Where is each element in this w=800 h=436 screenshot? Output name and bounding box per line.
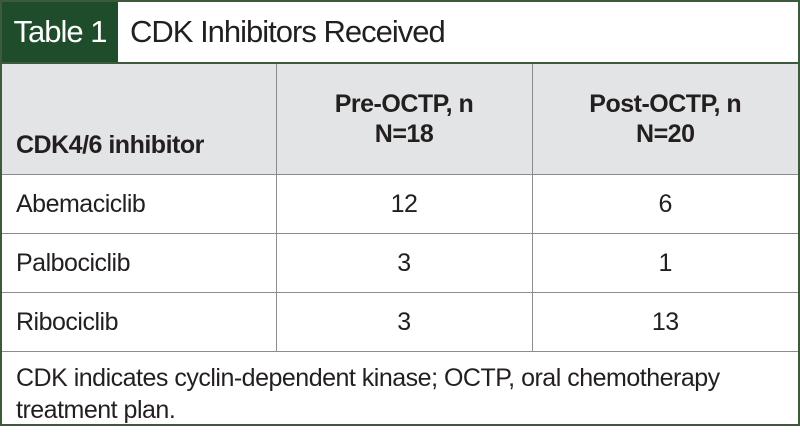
table-row: Palbociclib 3 1: [2, 233, 798, 293]
page: Table 1 CDK Inhibitors Received CDK4/6 i…: [0, 0, 800, 426]
table-title: CDK Inhibitors Received: [130, 14, 446, 49]
table-cell: 13: [531, 292, 798, 352]
header-row: CDK4/6 inhibitor Pre-OCTP, n N=18 Post-OCTP…: [2, 64, 798, 175]
header-line: N=20: [636, 120, 695, 148]
data-table: CDK4/6 inhibitor Pre-OCTP, n N=18 Post-OCTP…: [2, 64, 798, 352]
title-bar: Table 1 CDK Inhibitors Received: [2, 2, 798, 64]
table-body: Abemaciclib 12 6 Palbociclib 3 1 Ribociclib 3 13: [2, 174, 798, 352]
column-header: Pre-OCTP, n N=18: [275, 64, 532, 175]
table-row: Abemaciclib 12 6: [2, 174, 798, 234]
header-line: Post-OCTP, n: [589, 90, 742, 118]
table-cell: Abemaciclib: [2, 174, 276, 234]
table-cell: Ribociclib: [2, 292, 276, 352]
table-label: Table 1: [2, 2, 118, 62]
header-line: CDK4/6 inhibitor: [16, 131, 204, 159]
table-figure: Table 1 CDK Inhibitors Received CDK4/6 i…: [0, 0, 800, 426]
table-cell: 1: [531, 233, 798, 293]
column-header: Post-OCTP, n N=20: [531, 64, 798, 175]
table-cell: 6: [531, 174, 798, 234]
header-line: N=18: [374, 120, 434, 148]
table-cell: 3: [275, 233, 532, 293]
table-cell: 3: [275, 292, 532, 352]
table-cell: 12: [275, 174, 532, 234]
table-row: Ribociclib 3 13: [2, 292, 798, 352]
footnote: CDK indicates cyclin-dependent kinase; O…: [16, 364, 720, 424]
header-line: Pre-OCTP, n: [334, 90, 474, 118]
column-header: CDK4/6 inhibitor: [2, 64, 276, 175]
table-cell: Palbociclib: [2, 233, 276, 293]
